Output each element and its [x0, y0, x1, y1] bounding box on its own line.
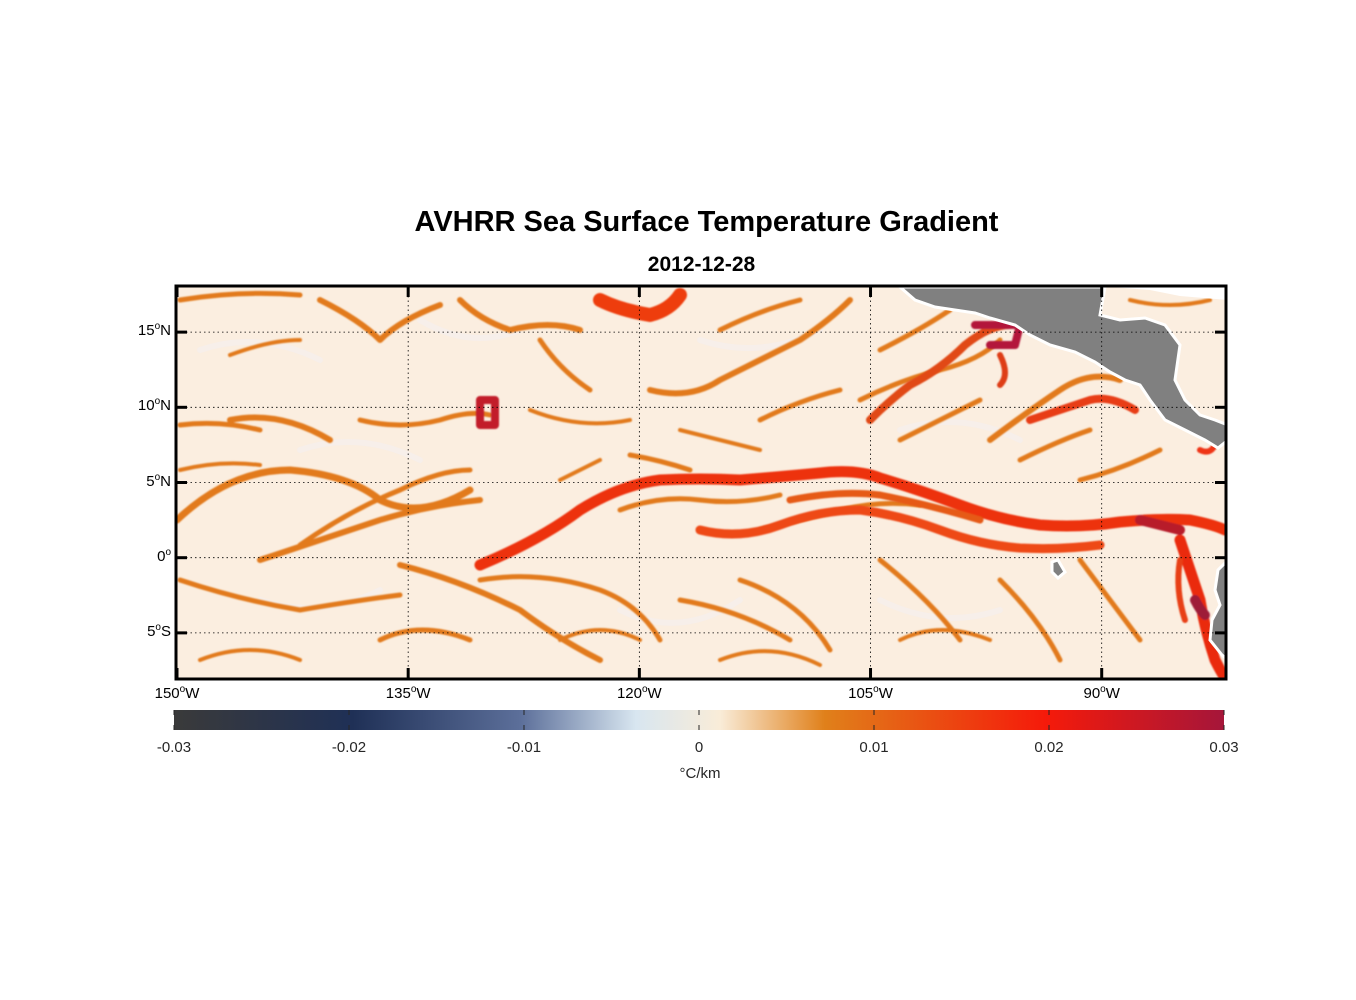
colorbar-tick-label: 0.02 [1034, 739, 1064, 756]
colorbar-tick-label: 0.03 [1209, 739, 1239, 756]
colorbar-unit: °C/km [679, 765, 721, 782]
colorbar-tick-label: -0.01 [506, 739, 542, 756]
land-galapagos [1050, 558, 1067, 581]
colorbar-tick-label: 0 [694, 739, 704, 756]
colorbar [174, 710, 1224, 730]
land-central-america [897, 287, 1225, 450]
strong-fronts [474, 288, 1225, 678]
map-title: AVHRR Sea Surface Temperature Gradient [414, 206, 999, 238]
colorbar-tick-label: -0.03 [156, 739, 192, 756]
moderate-fronts [177, 290, 1212, 667]
lon-tick-label: 120oW [616, 684, 662, 702]
lon-tick-label: 135oW [385, 684, 431, 702]
lat-tick-label: 0o [157, 546, 171, 565]
lon-tick-label: 90oW [1083, 684, 1120, 702]
gradient-field [177, 287, 1225, 678]
lat-tick-label: 5oN [146, 471, 171, 490]
colorbar-tick-label: -0.02 [331, 739, 367, 756]
axis-ticks [175, 287, 1225, 678]
colorbar-ticks [173, 710, 1225, 730]
lon-tick-label: 150oW [154, 684, 200, 702]
graticule [177, 287, 1225, 678]
lat-tick-label: 5oS [147, 621, 171, 640]
lat-tick-label: 15oN [137, 321, 171, 340]
map-subtitle: 2012-12-28 [647, 253, 756, 276]
map-frame [174, 284, 1228, 681]
lat-tick-label: 10oN [137, 396, 171, 415]
colorbar-tick-label: 0.01 [859, 739, 889, 756]
lon-tick-label: 105oW [848, 684, 893, 702]
